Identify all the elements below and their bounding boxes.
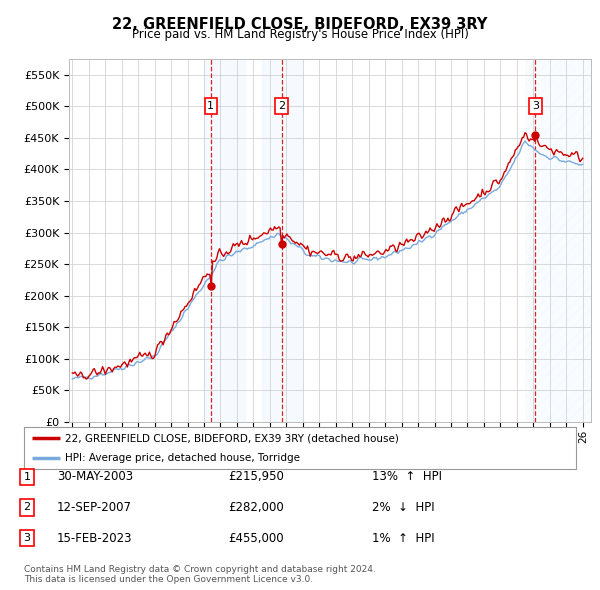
Bar	[204, 59, 245, 422]
Text: 30-MAY-2003: 30-MAY-2003	[57, 470, 133, 483]
Bar	[262, 59, 303, 422]
Text: £215,950: £215,950	[228, 470, 284, 483]
Text: 22, GREENFIELD CLOSE, BIDEFORD, EX39 3RY: 22, GREENFIELD CLOSE, BIDEFORD, EX39 3RY	[112, 17, 488, 31]
Text: 2: 2	[23, 503, 31, 512]
Text: 2: 2	[278, 101, 285, 111]
Text: Price paid vs. HM Land Registry's House Price Index (HPI): Price paid vs. HM Land Registry's House …	[131, 28, 469, 41]
Text: £282,000: £282,000	[228, 501, 284, 514]
Text: 3: 3	[23, 533, 31, 543]
Text: 13%  ↑  HPI: 13% ↑ HPI	[372, 470, 442, 483]
Text: 2%  ↓  HPI: 2% ↓ HPI	[372, 501, 434, 514]
Text: HPI: Average price, detached house, Torridge: HPI: Average price, detached house, Torr…	[65, 454, 301, 463]
Text: 1: 1	[207, 101, 214, 111]
Text: 1%  ↑  HPI: 1% ↑ HPI	[372, 532, 434, 545]
Text: £455,000: £455,000	[228, 532, 284, 545]
Text: 15-FEB-2023: 15-FEB-2023	[57, 532, 133, 545]
Text: 3: 3	[532, 101, 539, 111]
Text: Contains HM Land Registry data © Crown copyright and database right 2024.
This d: Contains HM Land Registry data © Crown c…	[24, 565, 376, 584]
Text: 12-SEP-2007: 12-SEP-2007	[57, 501, 132, 514]
Text: 22, GREENFIELD CLOSE, BIDEFORD, EX39 3RY (detached house): 22, GREENFIELD CLOSE, BIDEFORD, EX39 3RY…	[65, 433, 399, 443]
Bar	[525, 59, 591, 422]
Text: 1: 1	[23, 472, 31, 481]
